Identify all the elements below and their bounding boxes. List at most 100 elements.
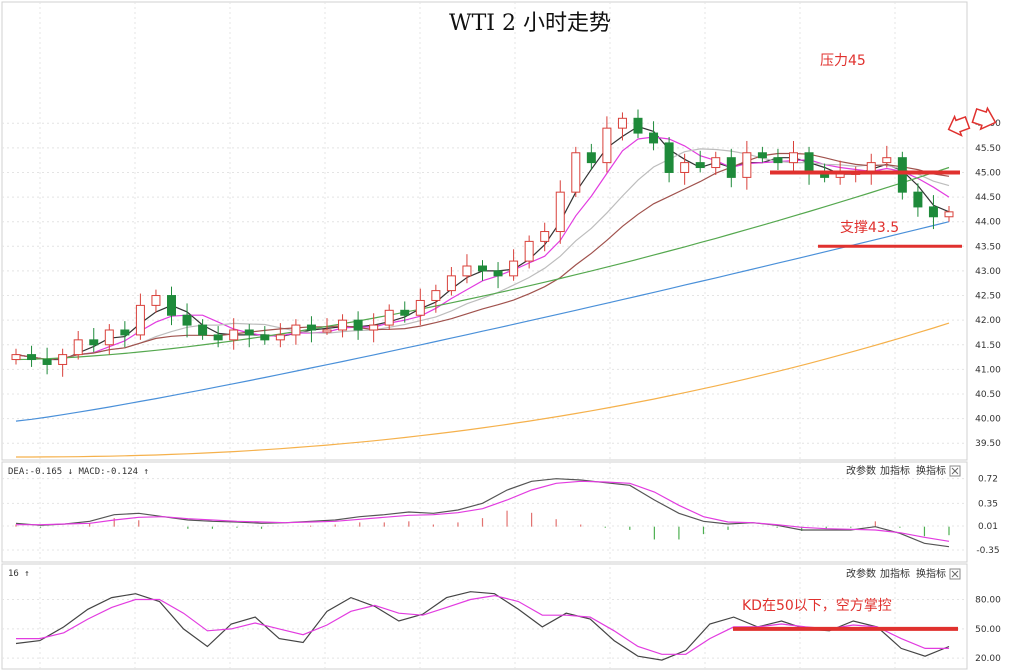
candle-body [602,127,612,164]
candle-body [478,265,487,272]
edit-params-button[interactable]: 改参数 [846,464,876,477]
candle-body [897,157,907,193]
candle-body [773,157,783,164]
y-tick-label: 40.00 [975,415,1001,425]
candle-body [291,324,301,336]
candle-body [275,334,285,341]
change-indicator-button[interactable]: 换指标 [916,567,946,580]
add-indicator-button[interactable]: 加指标 [880,464,910,477]
candle-body [369,324,379,331]
candle-body [555,191,565,233]
y-tick-label: 0.35 [978,499,998,509]
candle-body [711,157,721,169]
candle-body [415,299,425,316]
candle-body [260,334,270,341]
candle-body [322,329,332,333]
candle-body [509,260,519,277]
kd-panel-border [1,563,968,670]
ma120-line [15,221,950,422]
candle-body [89,339,99,346]
candle-body [586,152,596,164]
chart-title: WTI 2 小时走势 [449,11,611,36]
kd-annotation-label: KD在50以下，空方掌控 [742,598,892,614]
macd-series [15,478,950,548]
kd-series [15,591,950,661]
kd-legend: 16 ↑ [8,569,30,579]
candle-body [384,309,394,326]
y-axis: 46.0045.5045.0044.5044.0043.5043.0042.50… [975,119,1001,664]
candle-body [493,270,503,277]
candle-body [151,295,161,306]
y-tick-label: 0.72 [978,475,998,485]
candle-body [58,354,68,365]
candle-body [244,329,254,336]
candle-body [649,132,659,144]
add-indicator-button[interactable]: 加指标 [880,567,910,580]
macd-dea-line [16,480,950,542]
y-tick-label: 41.50 [975,341,1001,351]
candle-body [882,157,892,164]
candle-body [135,304,145,336]
candle-body [306,324,316,331]
candle-body [617,117,627,129]
y-tick-label: 80.00 [975,596,1001,606]
candle-body [944,211,954,218]
y-tick-label: 42.00 [975,316,1001,326]
candle-body [431,290,441,301]
candle-body [524,240,534,262]
y-tick-label: 43.00 [975,267,1001,277]
ma250-line [16,322,950,458]
macd-legend: DEA:-0.165 ↓ MACD:-0.124 ↑ [8,467,149,477]
ma60-line [15,166,950,361]
candle-body [73,339,83,356]
y-tick-label: 50.00 [975,625,1001,635]
y-tick-label: 43.50 [975,242,1001,252]
candle-body [757,152,767,159]
candle-body [804,152,814,173]
y-tick-label: 45.00 [975,168,1001,178]
change-indicator-button[interactable]: 换指标 [916,464,946,477]
y-tick-label: 39.50 [975,439,1001,449]
close-icon[interactable] [949,568,961,580]
candlesticks [11,109,954,377]
candle-body [726,157,736,178]
y-tick-label: 42.50 [975,292,1001,302]
candle-body [742,152,752,178]
candle-body [928,206,938,218]
candle-body [229,329,239,341]
candle-body [338,319,348,331]
y-tick-label: 45.50 [975,144,1001,154]
macd-panel-border [1,461,968,563]
edit-params-button[interactable]: 改参数 [846,567,876,580]
y-tick-label: 20.00 [975,654,1001,664]
y-tick-label: 44.50 [975,193,1001,203]
candle-body [42,359,52,365]
macd-buttons: 改参数 加指标 换指标 [846,464,961,477]
y-tick-label: 40.50 [975,390,1001,400]
candle-body [213,334,223,341]
grid [2,2,967,669]
candle-body [353,319,363,331]
main-panel-border [1,1,968,461]
candle-body [633,117,643,134]
y-tick-label: 44.00 [975,218,1001,228]
candle-body [104,329,114,346]
candle-body [462,265,472,277]
candle-body [120,329,130,336]
candle-body [680,162,690,173]
d-line [16,594,949,655]
candle-body [571,152,581,193]
candle-body [27,354,37,361]
candle-body [664,142,674,173]
resistance-label: 压力45 [820,53,866,69]
candle-body [446,275,456,292]
candle-body [167,295,176,316]
y-tick-label: -0.35 [976,546,999,556]
candle-body [695,162,705,169]
macd-dif-line [15,478,950,548]
candle-body [182,314,192,326]
close-icon[interactable] [949,465,961,477]
support-label: 支撑43.5 [840,220,899,236]
candle-body [540,231,550,242]
